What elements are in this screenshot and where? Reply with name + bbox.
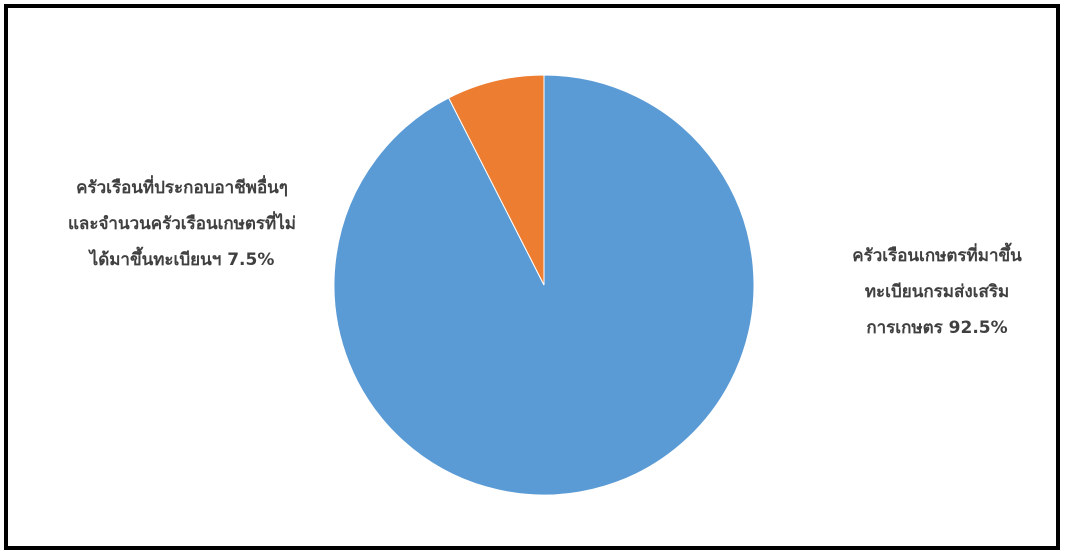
pie-slice-other xyxy=(447,74,545,286)
slice-label-line: การเกษตร 92.5% xyxy=(866,318,1008,338)
slice-label-line: ครัวเรือนเกษตรที่มาขึ้น xyxy=(852,246,1022,266)
slice-label-line: ครัวเรือนที่ประกอบอาชีพอื่นๆ xyxy=(76,178,288,198)
slice-label-other-households: ครัวเรือนที่ประกอบอาชีพอื่นๆ และจำนวนครั… xyxy=(22,170,342,278)
slice-label-line: ได้มาขึ้นทะเบียนฯ 7.5% xyxy=(89,250,275,270)
slice-label-line: และจำนวนครัวเรือนเกษตรที่ไม่ xyxy=(67,214,297,234)
slice-label-registered-households: ครัวเรือนเกษตรที่มาขึ้น ทะเบียนกรมส่งเสร… xyxy=(822,238,1052,346)
slice-label-line: ทะเบียนกรมส่งเสริม xyxy=(864,282,1010,302)
